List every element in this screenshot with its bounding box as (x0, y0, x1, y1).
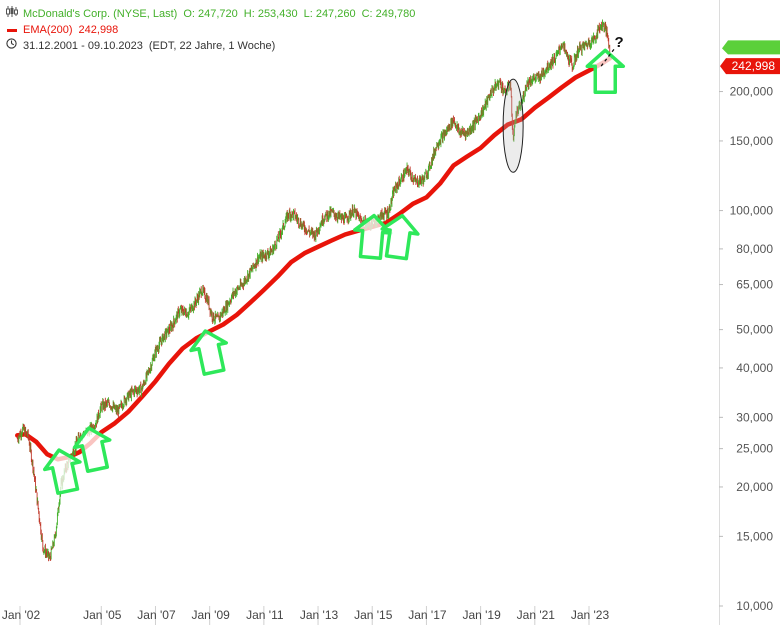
candlestick-icon (6, 6, 20, 22)
ema-row: EMA(200) 242,998 (6, 22, 415, 38)
price-tag-ema (720, 58, 780, 75)
up-arrow (72, 426, 112, 474)
ema-label: EMA(200) (23, 24, 73, 36)
x-tick-label: Jan '17 (408, 608, 447, 622)
y-tick-label: 10,000 (736, 599, 773, 613)
up-arrow (380, 213, 420, 261)
up-arrow-shape (42, 448, 82, 495)
question-mark: ? (615, 34, 624, 51)
up-arrow (352, 213, 393, 261)
up-arrow-shape (72, 426, 112, 474)
y-tick-label: 20,000 (736, 480, 773, 494)
up-arrow-shape (189, 329, 228, 376)
x-tick-label: Jan '19 (462, 608, 501, 622)
up-arrow (42, 448, 82, 495)
high-value: H: 253,430 (243, 8, 298, 20)
y-tick-label: 65,000 (736, 278, 773, 292)
up-arrow-shape (352, 213, 393, 261)
x-tick-label: Jan '02 (2, 608, 41, 622)
chart-legend: McDonald's Corp. (NYSE, Last) O: 247,720… (6, 6, 415, 54)
y-tick-label: 80,000 (736, 242, 773, 256)
price-tags: 242,998 (720, 40, 780, 75)
instrument-name: McDonald's Corp. (NYSE, Last) (23, 8, 178, 20)
up-arrow-shape (585, 48, 626, 95)
instrument-row: McDonald's Corp. (NYSE, Last) O: 247,720… (6, 6, 415, 22)
x-tick-label: Jan '15 (354, 608, 393, 622)
annotations: ? (42, 34, 626, 495)
covid-ellipse (502, 78, 524, 173)
date-range: 31.12.2001 - 09.10.2023 (23, 40, 143, 52)
up-arrow (189, 329, 228, 376)
x-tick-label: Jan '23 (571, 608, 610, 622)
y-tick-label: 40,000 (736, 361, 773, 375)
price-tag-close (722, 40, 780, 55)
y-tick-label: 100,000 (730, 204, 774, 218)
x-tick-label: Jan '21 (517, 608, 556, 622)
y-tick-label: 15,000 (736, 529, 773, 543)
y-tick-label: 150,000 (730, 134, 774, 148)
range-row: 31.12.2001 - 09.10.2023 (EDT, 22 Jahre, … (6, 38, 415, 54)
x-tick-label: Jan '07 (137, 608, 176, 622)
y-tick-label: 25,000 (736, 442, 773, 456)
clock-icon (6, 38, 20, 54)
x-tick-label: Jan '11 (246, 608, 284, 622)
grid (19, 606, 590, 625)
y-tick-label: 200,000 (730, 85, 774, 99)
y-tick-label: 50,000 (736, 323, 773, 337)
x-tick-label: Jan '09 (192, 608, 231, 622)
close-value: C: 249,780 (361, 8, 416, 20)
period-info: (EDT, 22 Jahre, 1 Woche) (148, 40, 276, 52)
ema-value: 242,998 (78, 24, 119, 36)
x-tick-label: Jan '13 (300, 608, 339, 622)
up-arrow-shape (380, 213, 420, 261)
open-value: O: 247,720 (183, 8, 238, 20)
ema-swatch (7, 28, 17, 32)
y-tick-label: 30,000 (736, 410, 773, 424)
low-value: L: 247,260 (303, 8, 356, 20)
up-arrow (585, 48, 626, 95)
price-tag-ema-label: 242,998 (732, 59, 776, 73)
x-tick-label: Jan '05 (83, 608, 122, 622)
